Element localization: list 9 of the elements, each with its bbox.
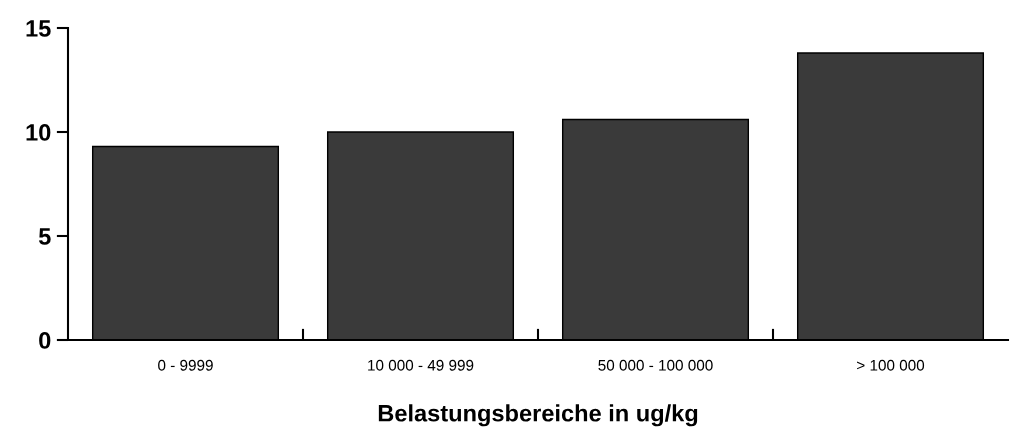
x-tick-label: 10 000 - 49 999 xyxy=(368,359,474,371)
x-tick-label: 0 - 9999 xyxy=(158,359,213,371)
x-tick-label: 50 000 - 100 000 xyxy=(598,359,713,371)
y-tick-label: 10 xyxy=(26,124,51,141)
x-axis-title: Belastungsbereiche in ug/kg xyxy=(378,404,698,427)
y-tick-label: 0 xyxy=(39,332,51,349)
y-tick-label: 5 xyxy=(38,228,51,245)
x-tick-label: > 100 000 xyxy=(857,359,925,371)
y-tick-label: 15 xyxy=(26,20,51,37)
